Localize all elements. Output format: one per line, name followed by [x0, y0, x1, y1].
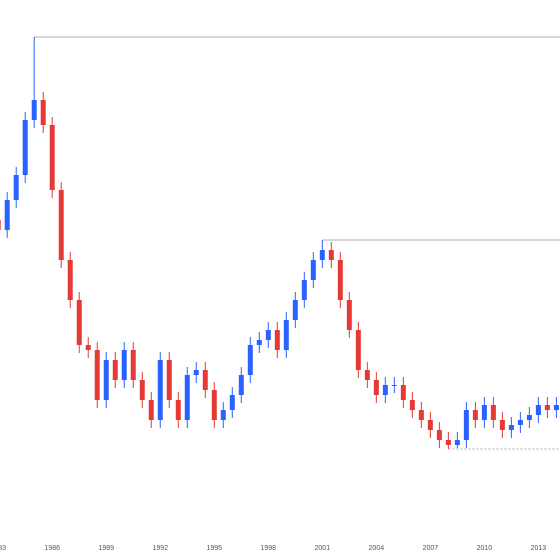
candle-body: [391, 385, 397, 386]
candle-body: [508, 425, 514, 430]
candle-body: [67, 260, 73, 300]
candle-body: [427, 420, 433, 430]
candle-body: [544, 405, 550, 410]
candle-body: [328, 250, 334, 260]
candle-body: [157, 360, 163, 420]
candle-body: [436, 430, 442, 440]
candle-body: [301, 280, 307, 300]
x-tick-label: 2004: [369, 545, 385, 552]
candle-body: [94, 350, 100, 400]
candle-body: [499, 420, 505, 430]
candle-body: [409, 400, 415, 410]
candle-body: [175, 400, 181, 420]
candle-body: [184, 375, 190, 420]
x-tick-label: 1986: [44, 545, 60, 552]
candle-body: [310, 260, 316, 280]
candle-body: [463, 410, 469, 440]
candle-body: [337, 260, 343, 300]
candle-body: [148, 400, 154, 420]
candle-body: [229, 395, 235, 410]
candle-body: [220, 410, 226, 420]
x-tick-label: 2013: [531, 545, 547, 552]
candle-body: [103, 360, 109, 400]
candle-body: [193, 370, 199, 375]
candle-body: [40, 100, 46, 125]
candle-body: [4, 200, 10, 230]
candle-body: [85, 345, 91, 350]
candle-body: [364, 370, 370, 380]
candle-body: [418, 410, 424, 420]
candle-body: [400, 385, 406, 400]
x-tick-label: 1995: [206, 545, 222, 552]
x-tick-label: 1989: [98, 545, 114, 552]
candle-body: [319, 250, 325, 260]
candle-body: [202, 370, 208, 390]
candle-body: [121, 350, 127, 380]
candle-body: [292, 300, 298, 320]
x-tick-label: 1998: [261, 545, 277, 552]
candle-body: [283, 320, 289, 350]
candle-body: [274, 330, 280, 350]
candle-body: [346, 300, 352, 330]
candle-body: [256, 340, 262, 345]
candle-body: [247, 345, 253, 375]
candle-body: [238, 375, 244, 395]
x-tick-label: 2010: [477, 545, 493, 552]
candle-body: [22, 120, 28, 175]
candle-body: [130, 350, 136, 380]
candle-body: [526, 415, 532, 420]
candle-body: [355, 330, 361, 370]
candle-body: [517, 420, 523, 425]
candle-body: [535, 405, 541, 415]
candle-body: [265, 330, 271, 340]
candle-body: [481, 405, 487, 420]
x-tick-label: 2007: [423, 545, 439, 552]
candle-body: [58, 190, 64, 260]
candle-body: [76, 300, 82, 345]
candle-body: [49, 125, 55, 190]
candle-body: [31, 100, 37, 120]
candle-body: [553, 405, 559, 410]
candle-body: [13, 175, 19, 200]
candle-body: [211, 390, 217, 420]
candle-body: [0, 220, 1, 230]
candle-body: [490, 405, 496, 420]
x-tick-label: 2001: [315, 545, 331, 552]
candle-body: [166, 360, 172, 400]
x-tick-label: 1983: [0, 545, 6, 552]
candle-body: [445, 440, 451, 445]
candle-body: [139, 380, 145, 400]
candle-body: [112, 360, 118, 380]
candle-body: [373, 380, 379, 395]
candle-body: [382, 385, 388, 395]
candle-body: [454, 440, 460, 445]
candle-body: [472, 410, 478, 420]
x-tick-label: 1992: [152, 545, 168, 552]
